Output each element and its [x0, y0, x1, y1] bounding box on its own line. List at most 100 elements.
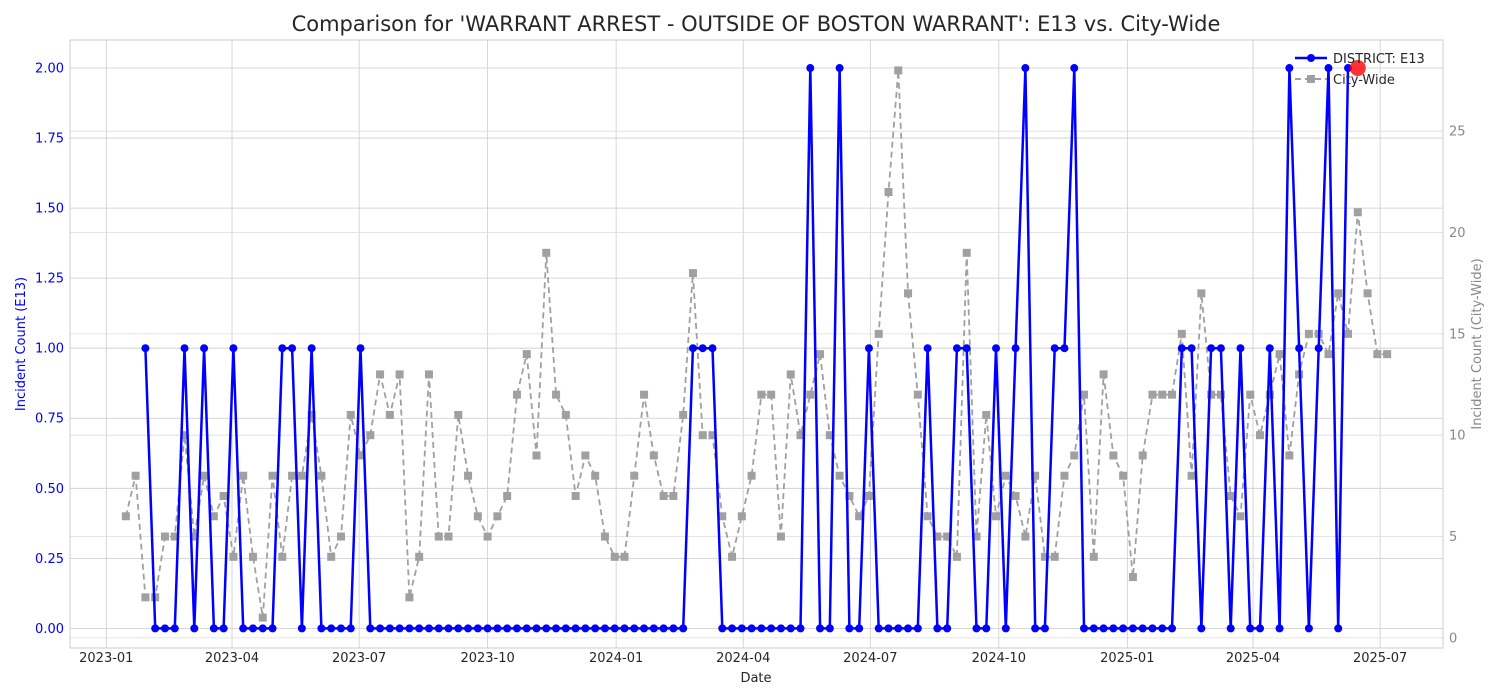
point-city-wide	[982, 410, 991, 419]
point-city-wide	[913, 390, 922, 399]
point-e13	[1226, 624, 1235, 633]
point-e13	[806, 64, 815, 73]
point-city-wide	[366, 431, 375, 440]
point-e13	[776, 624, 785, 633]
point-e13	[610, 624, 619, 633]
point-e13	[1050, 344, 1059, 353]
highlight-point	[1349, 60, 1366, 77]
point-e13	[561, 624, 570, 633]
point-city-wide	[1011, 492, 1020, 500]
point-e13	[160, 624, 169, 633]
point-city-wide	[1187, 471, 1196, 480]
y-right-tick-label: 15	[1449, 327, 1466, 342]
point-city-wide	[561, 410, 570, 419]
point-city-wide	[248, 552, 257, 561]
point-city-wide	[1363, 289, 1372, 298]
point-e13	[1011, 344, 1020, 353]
point-city-wide	[630, 471, 639, 480]
legend-marker-e13	[1307, 54, 1315, 62]
point-city-wide	[297, 471, 306, 480]
point-city-wide	[1197, 289, 1206, 298]
point-city-wide	[1148, 390, 1157, 399]
point-city-wide	[1040, 552, 1049, 561]
chart-title: Comparison for 'WARRANT ARREST - OUTSIDE…	[292, 12, 1221, 36]
point-e13	[248, 624, 257, 633]
point-city-wide	[1226, 492, 1235, 500]
point-city-wide	[620, 552, 629, 561]
point-e13	[669, 624, 678, 633]
point-city-wide	[336, 532, 345, 541]
point-city-wide	[992, 512, 1001, 521]
point-e13	[1060, 344, 1069, 353]
y-left-tick-label: 0.75	[35, 412, 64, 427]
point-e13	[366, 624, 375, 633]
point-e13	[1168, 624, 1177, 633]
point-e13	[473, 624, 482, 633]
x-axis-label: Date	[740, 671, 771, 686]
point-e13	[1099, 624, 1108, 633]
y-right-tick-label: 0	[1449, 631, 1457, 646]
point-city-wide	[131, 471, 140, 480]
point-e13	[581, 624, 590, 633]
point-city-wide	[464, 471, 473, 480]
point-city-wide	[1275, 350, 1284, 359]
series-e13	[141, 64, 1353, 633]
point-city-wide	[591, 471, 600, 480]
point-e13	[874, 624, 883, 633]
point-city-wide	[229, 552, 238, 561]
point-e13	[483, 624, 492, 633]
legend-label-e13: DISTRICT: E13	[1333, 52, 1425, 67]
point-e13	[1285, 64, 1294, 73]
point-city-wide	[972, 532, 981, 541]
point-city-wide	[962, 248, 971, 257]
point-e13	[649, 624, 658, 633]
y-axis-right-label: Incident Count (City-Wide)	[1470, 258, 1485, 429]
point-city-wide	[278, 552, 287, 561]
point-city-wide	[395, 370, 404, 379]
y-left-tick-label: 2.00	[35, 62, 64, 77]
point-e13	[405, 624, 414, 633]
point-e13	[698, 344, 707, 353]
point-e13	[385, 624, 394, 633]
point-e13	[737, 624, 746, 633]
point-e13	[219, 624, 228, 633]
point-city-wide	[894, 66, 903, 75]
point-city-wide	[1344, 329, 1353, 338]
point-e13	[728, 624, 737, 633]
point-e13	[141, 344, 150, 353]
point-e13	[170, 624, 179, 633]
point-e13	[825, 624, 834, 633]
point-city-wide	[434, 532, 443, 541]
point-city-wide	[757, 390, 766, 399]
point-e13	[679, 624, 688, 633]
point-e13	[757, 624, 766, 633]
point-city-wide	[600, 532, 609, 541]
point-e13	[1158, 624, 1167, 633]
point-e13	[180, 344, 189, 353]
point-e13	[982, 624, 991, 633]
point-e13	[200, 344, 209, 353]
point-city-wide	[424, 370, 433, 379]
x-tick-label: 2024-10	[972, 651, 1026, 666]
point-e13	[258, 624, 267, 633]
point-city-wide	[1177, 329, 1186, 338]
point-e13	[718, 624, 727, 633]
point-city-wide	[1070, 451, 1079, 460]
point-city-wide	[728, 552, 737, 561]
point-city-wide	[444, 532, 453, 541]
point-e13	[288, 344, 297, 353]
point-city-wide	[268, 471, 277, 480]
point-e13	[1216, 344, 1225, 353]
point-e13	[1148, 624, 1157, 633]
point-city-wide	[1285, 451, 1294, 460]
point-city-wide	[640, 390, 649, 399]
point-city-wide	[1060, 471, 1069, 480]
plot-frame	[69, 39, 1444, 649]
point-city-wide	[933, 532, 942, 541]
point-city-wide	[552, 390, 561, 399]
point-city-wide	[1099, 370, 1108, 379]
legend-marker-city-wide	[1307, 75, 1315, 83]
point-city-wide	[1138, 451, 1147, 460]
point-e13	[268, 624, 277, 633]
point-e13	[894, 624, 903, 633]
